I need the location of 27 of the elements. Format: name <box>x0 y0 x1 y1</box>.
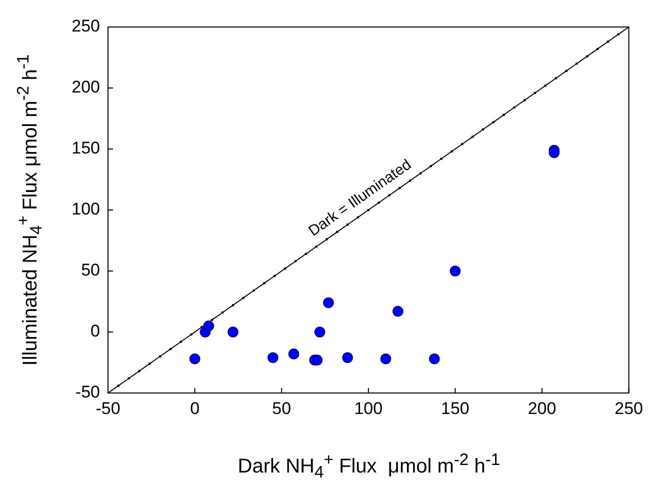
point <box>428 353 440 364</box>
point <box>392 306 404 317</box>
point <box>323 297 334 308</box>
x-tick-label: 50 <box>272 398 292 418</box>
y-tick-label: 0 <box>90 322 100 341</box>
y-tick-label: 200 <box>72 78 100 97</box>
y-tick-label: 100 <box>72 200 100 219</box>
y-tick-label: 250 <box>72 16 100 36</box>
x-tick-label: 100 <box>354 398 383 418</box>
y-tick-label: 150 <box>72 138 100 158</box>
x-tick-label: 250 <box>614 398 644 418</box>
x-axis-title: Dark NH$_{4}$$^{+}$ Flux μmol m$^{-2}$ h$^{-1}$ <box>236 450 502 483</box>
point <box>228 326 238 338</box>
point <box>314 326 326 338</box>
point <box>312 354 323 366</box>
point <box>548 147 560 158</box>
x-tick-label: 0 <box>190 398 200 418</box>
x-tick-label: 200 <box>528 398 556 418</box>
point <box>203 320 214 332</box>
point <box>189 353 200 364</box>
x-tick-label: 150 <box>441 398 470 418</box>
point <box>268 352 278 364</box>
y-tick-label: 50 <box>81 260 100 280</box>
point <box>450 266 461 276</box>
point <box>380 353 392 364</box>
point <box>288 348 300 360</box>
point <box>342 352 353 364</box>
